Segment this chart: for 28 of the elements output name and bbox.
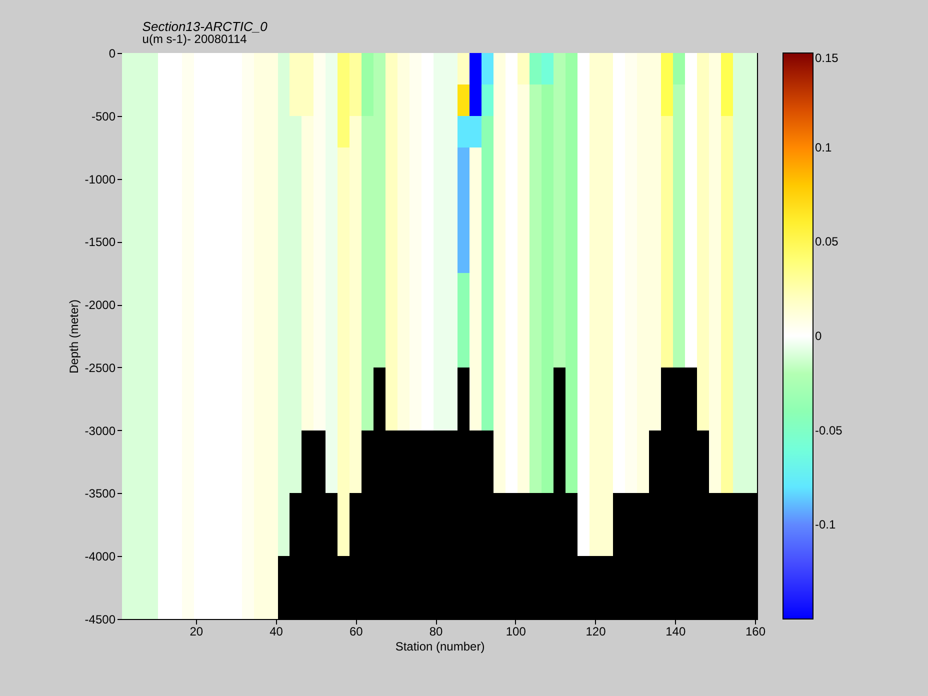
y-tick-label: -3500 xyxy=(84,486,116,501)
color-bar-label: -0.05 xyxy=(815,423,843,438)
x-axis-title: Station (number) xyxy=(395,640,485,654)
color-bar-label: -0.1 xyxy=(815,518,836,532)
x-tick-label: 20 xyxy=(190,624,204,638)
x-tick-label: 40 xyxy=(270,624,284,638)
y-tick-label: -4500 xyxy=(84,612,116,626)
x-tick-label: 60 xyxy=(349,624,364,638)
chart-subtitle: u(m s-1)- 20080114 xyxy=(142,32,248,46)
y-tick-label: -500 xyxy=(91,109,116,124)
y-tick-label: -2000 xyxy=(84,298,116,312)
y-tick-label: -2500 xyxy=(84,360,116,375)
y-tick-label: -4000 xyxy=(84,550,116,564)
y-axis-title: Depth (meter) xyxy=(66,299,81,374)
y-tick-label: -3000 xyxy=(84,424,116,438)
color-bar-label: 0 xyxy=(815,329,822,343)
color-bar-label: 0.05 xyxy=(815,234,839,249)
y-tick-label: -1500 xyxy=(84,235,116,250)
y-tick-label: 0 xyxy=(108,46,116,60)
x-tick-label: 80 xyxy=(429,624,443,638)
x-tick-label: 100 xyxy=(506,624,526,638)
x-tick-label: 140 xyxy=(666,624,686,638)
color-bar-label: 0.15 xyxy=(815,51,839,65)
x-tick-label: 120 xyxy=(586,624,606,638)
color-bar-label: 0.1 xyxy=(815,140,832,154)
x-tick-label: 160 xyxy=(745,624,766,638)
y-tick-label: -1000 xyxy=(84,172,116,186)
chart-title: Section13-ARCTIC_0 xyxy=(142,19,268,34)
